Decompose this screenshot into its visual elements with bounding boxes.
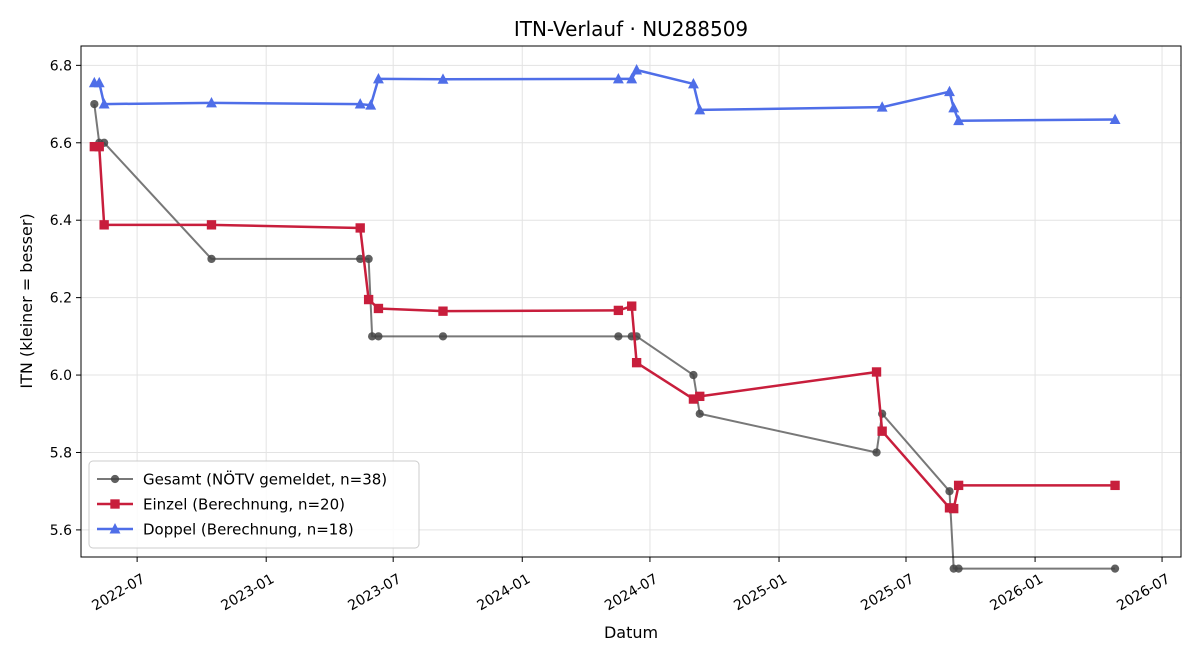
legend-box	[88, 460, 420, 549]
data-point-gesamt	[374, 332, 383, 341]
data-point-einzel	[949, 503, 959, 514]
data-point-einzel	[613, 305, 624, 316]
data-point-einzel	[871, 367, 882, 377]
y-axis-label: ITN (kleiner = besser)	[17, 213, 36, 388]
series-line-einzel	[94, 145, 1116, 510]
legend-marker-einzel	[110, 499, 120, 509]
legend-label-doppel: Doppel (Berechnung, n=18)	[143, 521, 354, 539]
data-point-einzel	[89, 141, 100, 152]
data-point-doppel	[876, 101, 888, 112]
x-tick-label: 2023-07	[345, 571, 404, 614]
data-point-doppel	[687, 77, 699, 89]
legend-item-doppel: Doppel (Berechnung, n=18)	[97, 521, 354, 539]
x-tick-label: 2022-07	[89, 571, 148, 614]
plot-frame	[80, 45, 1182, 558]
data-point-einzel	[94, 141, 104, 152]
data-point-gesamt	[364, 254, 373, 264]
data-point-einzel	[688, 394, 699, 404]
legend-label-gesamt: Gesamt (NÖTV gemeldet, n=38)	[143, 470, 387, 489]
data-point-gesamt	[438, 332, 448, 341]
data-point-gesamt	[207, 254, 216, 264]
legend-item-gesamt: Gesamt (NÖTV gemeldet, n=38)	[97, 470, 387, 489]
data-point-einzel	[438, 306, 448, 316]
data-point-gesamt	[945, 487, 954, 496]
data-point-gesamt	[1110, 564, 1120, 573]
data-point-einzel	[373, 303, 384, 314]
data-point-einzel	[627, 301, 637, 311]
y-tick-label: 6.6	[50, 136, 72, 152]
data-point-doppel	[373, 72, 384, 84]
data-point-gesamt	[954, 564, 963, 573]
data-point-doppel	[626, 72, 638, 84]
data-point-einzel	[695, 391, 705, 402]
data-point-einzel	[99, 220, 109, 230]
data-point-doppel	[944, 85, 955, 97]
data-point-gesamt	[614, 332, 623, 341]
x-tick-label: 2024-01	[475, 571, 534, 614]
data-point-einzel	[631, 357, 642, 368]
chart-title: ITN-Verlauf · NU288509	[514, 17, 748, 41]
y-tick-label: 6.8	[50, 58, 72, 74]
data-point-einzel	[363, 294, 374, 305]
legend-marker-doppel	[109, 523, 121, 534]
data-point-gesamt	[356, 254, 365, 264]
x-tick-label: 2025-01	[731, 571, 790, 614]
y-tick-label: 6.2	[50, 291, 72, 307]
data-point-gesamt	[90, 99, 99, 109]
series-layer	[88, 64, 1121, 573]
data-point-gesamt	[368, 332, 377, 341]
series-line-doppel	[94, 68, 1116, 122]
data-point-einzel	[206, 220, 217, 230]
y-tick-label: 6.0	[50, 368, 72, 384]
data-point-doppel	[354, 98, 366, 109]
data-point-doppel	[694, 103, 706, 115]
legend-marker-gesamt	[110, 474, 120, 484]
series-einzel	[89, 141, 1120, 514]
x-axis-label: Datum	[604, 623, 658, 642]
data-point-doppel	[948, 101, 960, 113]
data-point-doppel	[206, 96, 217, 108]
data-point-einzel	[953, 480, 964, 491]
y-tick-label: 5.8	[50, 445, 72, 461]
x-tick-label: 2024-07	[602, 571, 661, 614]
data-point-doppel	[1109, 113, 1121, 125]
y-tick-label: 6.4	[50, 213, 72, 229]
x-tick-label: 2025-07	[858, 571, 917, 614]
series-gesamt	[90, 99, 1120, 573]
data-point-doppel	[93, 76, 105, 88]
data-point-doppel	[953, 114, 965, 126]
data-point-einzel	[1110, 480, 1120, 491]
data-point-einzel	[355, 223, 365, 233]
data-point-gesamt	[872, 448, 881, 457]
series-doppel	[88, 64, 1121, 126]
grid-layer	[81, 46, 1181, 557]
legend-item-einzel: Einzel (Berechnung, n=20)	[97, 496, 345, 514]
data-point-doppel	[631, 64, 643, 75]
x-tick-label: 2026-01	[987, 571, 1046, 614]
data-point-gesamt	[695, 409, 704, 418]
x-tick-label: 2023-01	[218, 571, 277, 614]
y-tick-label: 5.6	[50, 523, 72, 539]
data-point-einzel	[877, 426, 887, 436]
legend: Gesamt (NÖTV gemeldet, n=38) Einzel (Bere…	[88, 460, 420, 549]
data-point-gesamt	[689, 370, 698, 380]
data-point-doppel	[612, 72, 624, 84]
x-tick-label: 2026-07	[1114, 571, 1173, 614]
data-point-doppel	[437, 73, 449, 84]
legend-label-einzel: Einzel (Berechnung, n=20)	[143, 496, 345, 514]
data-point-doppel	[98, 98, 110, 109]
series-line-gesamt	[93, 103, 1116, 570]
data-point-doppel	[365, 99, 377, 110]
